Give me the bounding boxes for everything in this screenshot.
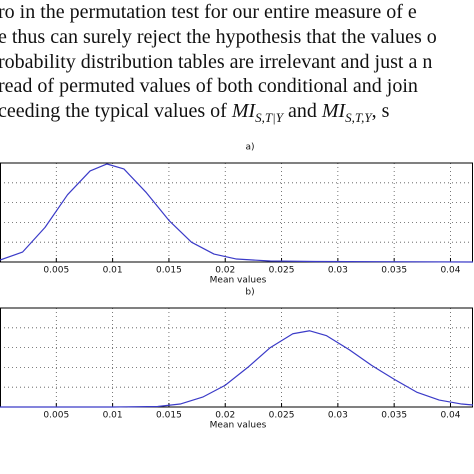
x-tick-label: 0.03 bbox=[328, 266, 348, 276]
text-line: ro in the permutation test for our entir… bbox=[0, 1, 417, 23]
text: , s bbox=[371, 100, 390, 122]
x-tick-label: 0.02 bbox=[215, 411, 235, 421]
plot-frame bbox=[0, 307, 473, 408]
text-line: read of permuted values of both conditio… bbox=[0, 75, 418, 97]
x-tick-label: 0.02 bbox=[215, 266, 235, 276]
x-tick-label: 0.01 bbox=[103, 266, 123, 276]
data-line bbox=[0, 163, 474, 263]
text-line: robability distribution tables are irrel… bbox=[0, 51, 433, 73]
x-tick-label: 0.035 bbox=[381, 266, 407, 276]
math-sub: S,T,Y bbox=[345, 110, 372, 125]
text: and bbox=[282, 100, 322, 122]
x-tick-label: 0.035 bbox=[381, 411, 407, 421]
x-tick-label: 0.01 bbox=[103, 411, 123, 421]
text-line: ceeding the typical values of MIS,T|Y an… bbox=[0, 99, 389, 130]
math-sub: S,T|Y bbox=[255, 110, 283, 125]
x-tick-label: 0.015 bbox=[156, 266, 182, 276]
text: ceeding the typical values of bbox=[0, 100, 232, 122]
x-tick-label: 0.03 bbox=[328, 411, 348, 421]
x-axis-label: Mean values bbox=[210, 421, 267, 431]
x-axis-label: Mean values bbox=[210, 276, 267, 286]
math: MI bbox=[231, 100, 256, 122]
x-tick-label: 0.025 bbox=[269, 266, 295, 276]
x-tick-label: 0.005 bbox=[43, 266, 69, 276]
chart-title: a) bbox=[245, 143, 254, 153]
x-tick-label: 0.04 bbox=[440, 266, 460, 276]
data-line bbox=[0, 330, 474, 408]
x-tick-label: 0.005 bbox=[43, 411, 69, 421]
chart-title: b) bbox=[245, 288, 254, 298]
text-line: e thus can surely reject the hypothesis … bbox=[0, 26, 437, 48]
x-tick-label: 0.025 bbox=[269, 411, 295, 421]
x-tick-label: 0.015 bbox=[156, 411, 182, 421]
plot-frame bbox=[0, 162, 473, 263]
math: MI bbox=[321, 100, 346, 122]
x-tick-label: 0.04 bbox=[440, 411, 460, 421]
